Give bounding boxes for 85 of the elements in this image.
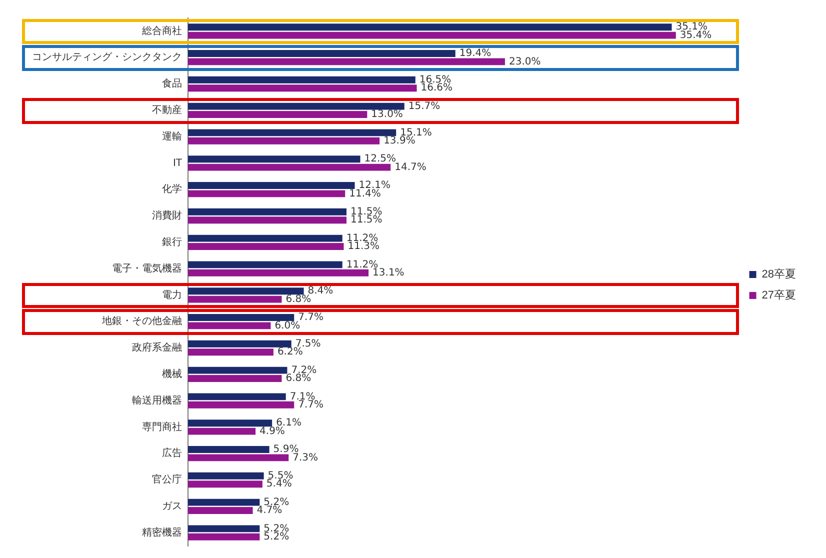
y-tick-label: 政府系金融: [132, 342, 182, 354]
data-label: 6.8%: [286, 373, 312, 384]
data-label: 7.7%: [298, 312, 324, 324]
data-label: 7.3%: [292, 452, 318, 464]
data-label: 14.7%: [394, 162, 426, 173]
data-label: 6.0%: [274, 320, 300, 332]
y-tick-label: IT: [172, 158, 183, 169]
y-tick-label: 地銀・その他金融: [101, 315, 182, 328]
bar: [188, 314, 294, 321]
bar: [188, 102, 404, 110]
data-label: 35.4%: [680, 30, 712, 41]
data-label: 16.6%: [420, 82, 453, 94]
data-label: 15.7%: [408, 100, 440, 112]
y-tick-label: 運輸: [162, 130, 182, 142]
bar: [188, 76, 416, 84]
bar: [188, 296, 282, 303]
legend-label: 28卒夏: [762, 268, 796, 281]
bar: [188, 375, 282, 382]
bar: [188, 454, 289, 462]
y-tick-label: 輸送用機器: [132, 394, 182, 406]
bar: [188, 58, 505, 66]
bar: [188, 525, 260, 532]
data-label: 6.2%: [277, 346, 303, 358]
data-label: 11.5%: [350, 214, 382, 226]
data-label: 5.2%: [264, 531, 290, 542]
y-tick-label: 総合商社: [141, 24, 182, 37]
bar: [188, 533, 260, 540]
legend-label: 27卒夏: [762, 288, 796, 302]
data-label: 11.4%: [349, 188, 381, 200]
y-tick-label: コンサルティング・シンクタンク: [32, 52, 182, 64]
bar: [188, 84, 417, 92]
y-tick-label: 不動産: [152, 104, 182, 116]
data-label: 13.9%: [384, 135, 416, 146]
bar: [188, 348, 274, 356]
data-label: 4.7%: [256, 505, 282, 516]
data-label: 19.4%: [459, 48, 492, 60]
bar: [188, 269, 369, 276]
bar: [188, 446, 270, 453]
y-tick-label: 食品: [162, 78, 182, 90]
bar: [188, 393, 286, 400]
data-label: 23.0%: [508, 56, 541, 68]
y-tick-label: 電力: [162, 288, 182, 301]
bar: [188, 111, 368, 118]
bar: [188, 32, 676, 39]
bar: [188, 129, 396, 136]
bar: [188, 322, 271, 330]
bar: [188, 190, 346, 198]
bar: [188, 340, 292, 348]
y-tick-label: 精密機器: [142, 526, 182, 538]
bar: [188, 507, 253, 514]
y-tick-label: 機械: [162, 368, 182, 380]
y-tick-label: 化学: [162, 183, 182, 196]
bar: [188, 164, 391, 171]
data-label: 13.0%: [371, 109, 403, 120]
bar: [188, 480, 262, 488]
y-tick-label: ガス: [162, 500, 182, 512]
y-tick-label: 広告: [162, 447, 182, 460]
bar: [188, 137, 380, 144]
bar: [188, 366, 288, 374]
bar: [188, 243, 344, 250]
bar: [188, 428, 256, 435]
data-label: 5.4%: [266, 478, 292, 490]
data-label: 12.5%: [364, 154, 396, 165]
y-tick-label: 官公庁: [152, 474, 182, 486]
bar: [188, 182, 355, 189]
bar: [188, 498, 260, 506]
bar: [188, 234, 342, 242]
data-label: 11.3%: [348, 241, 380, 252]
data-label: 4.9%: [260, 426, 285, 437]
data-label: 7.7%: [298, 399, 324, 410]
bar: [188, 208, 346, 216]
bar: [188, 156, 360, 163]
y-tick-label: 消費財: [152, 210, 182, 222]
data-label: 13.1%: [372, 267, 404, 278]
bar: [188, 216, 346, 224]
bar: [188, 420, 272, 427]
y-tick-label: 銀行: [162, 236, 182, 248]
bar: [188, 401, 294, 408]
bar: [188, 50, 456, 57]
bar: [188, 24, 672, 31]
bar: [188, 472, 264, 480]
y-tick-label: 電子・電気機器: [112, 262, 182, 274]
y-tick-label: 専門商社: [142, 420, 182, 433]
bar: [188, 261, 342, 268]
bar: [188, 288, 304, 295]
